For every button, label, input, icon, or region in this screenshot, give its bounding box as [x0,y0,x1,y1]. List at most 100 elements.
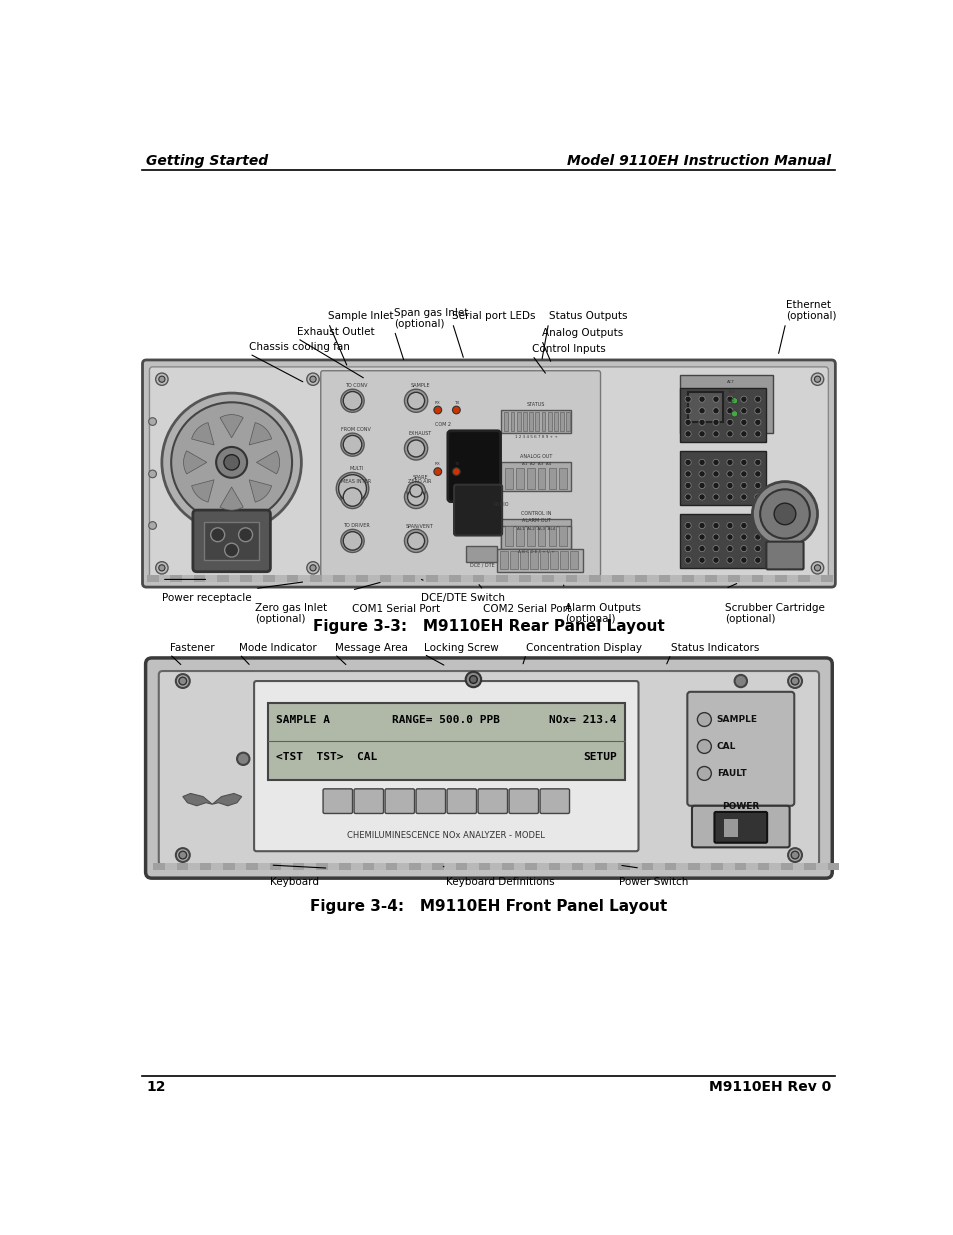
Text: RxD: RxD [726,399,735,404]
Circle shape [211,527,224,542]
Circle shape [752,482,817,546]
Bar [466,546,497,562]
Text: MULTI: MULTI [349,466,363,471]
Bar [526,468,534,489]
Circle shape [699,546,704,552]
Circle shape [404,485,427,509]
Bar [618,863,629,871]
FancyBboxPatch shape [765,542,802,569]
Circle shape [465,672,480,687]
Bar [535,412,538,431]
Bar [635,574,646,583]
Bar [728,574,740,583]
Circle shape [434,468,441,475]
Circle shape [149,471,156,478]
Bar [158,574,171,583]
Circle shape [726,557,732,563]
Circle shape [310,564,315,571]
Bar [499,551,507,569]
Bar [505,526,513,546]
Bar [379,574,391,583]
Wedge shape [192,422,213,445]
Circle shape [787,848,801,862]
Bar [443,863,456,871]
Bar [281,863,293,871]
Bar [711,863,722,871]
Bar [519,551,527,569]
Circle shape [684,419,691,425]
Circle shape [238,527,253,542]
Circle shape [469,676,476,683]
Bar [516,526,523,546]
Circle shape [726,408,732,414]
Circle shape [216,447,247,478]
Bar [321,574,333,583]
Circle shape [335,472,369,505]
Bar [679,514,765,568]
FancyBboxPatch shape [447,431,500,501]
Text: FAULT: FAULT [716,769,746,778]
Bar [664,863,676,871]
Wedge shape [220,415,243,437]
Bar [762,574,774,583]
Bar [147,574,158,583]
Bar [252,574,263,583]
Bar [362,863,374,871]
Bar [599,574,612,583]
Circle shape [726,396,732,403]
Bar [653,863,664,871]
FancyBboxPatch shape [158,671,819,864]
Circle shape [407,489,424,505]
Circle shape [684,471,691,477]
Circle shape [343,436,361,454]
Bar [679,388,765,442]
Text: Fastener: Fastener [170,642,214,652]
Polygon shape [183,793,212,805]
Bar [676,863,687,871]
Bar [205,574,216,583]
Text: 12: 12 [146,1079,166,1094]
Bar [344,574,356,583]
Text: RANGE= 500.0 PPB: RANGE= 500.0 PPB [392,715,499,725]
Text: SPAN/VENT: SPAN/VENT [406,524,434,529]
Bar [153,863,165,871]
Circle shape [343,391,361,410]
Circle shape [434,406,441,414]
Bar [310,574,321,583]
Circle shape [740,522,746,529]
Circle shape [740,494,746,500]
Text: DCE / DTE: DCE / DTE [469,562,494,567]
Bar [500,410,571,433]
Bar [588,574,599,583]
FancyBboxPatch shape [714,811,766,842]
Circle shape [731,411,737,417]
Circle shape [754,557,760,563]
Bar [497,548,582,572]
Bar [751,574,762,583]
Bar [298,574,310,583]
Circle shape [149,417,156,425]
Text: COM2 Serial Port: COM2 Serial Port [483,604,571,614]
Bar [333,574,344,583]
Circle shape [712,483,719,489]
Circle shape [754,483,760,489]
Bar [356,574,368,583]
Circle shape [155,373,168,385]
Bar [577,574,588,583]
Bar [176,863,188,871]
Circle shape [684,396,691,403]
Circle shape [754,546,760,552]
Bar [460,574,472,583]
Circle shape [452,406,459,414]
Bar [539,551,547,569]
Circle shape [740,408,746,414]
Wedge shape [192,479,213,503]
Bar [548,526,556,546]
Circle shape [810,373,822,385]
Bar [517,412,520,431]
Circle shape [343,531,361,550]
Circle shape [712,557,719,563]
Bar [558,526,567,546]
Circle shape [760,489,809,538]
Circle shape [740,546,746,552]
